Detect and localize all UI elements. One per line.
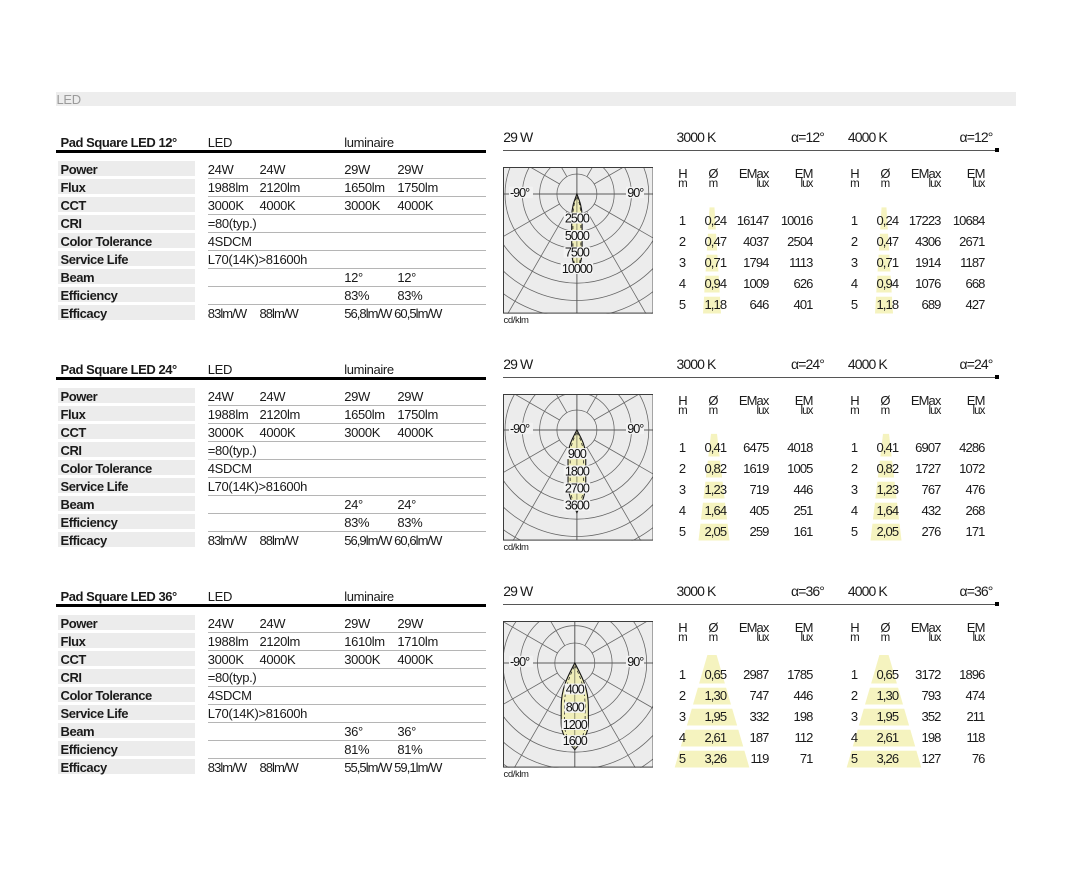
svg-text:1800: 1800 [564,465,589,479]
svg-text:90°: 90° [627,422,644,436]
svg-text:1200: 1200 [562,718,587,732]
svg-text:2700: 2700 [564,482,589,496]
svg-text:400: 400 [565,683,584,697]
svg-text:1600: 1600 [562,734,587,748]
svg-text:5000: 5000 [564,229,589,243]
svg-text:10000: 10000 [561,262,592,276]
svg-text:90°: 90° [627,655,644,669]
svg-text:800: 800 [565,701,584,715]
svg-text:-90°: -90° [510,186,530,200]
svg-text:-90°: -90° [510,655,530,669]
svg-text:3600: 3600 [564,499,589,513]
svg-text:-90°: -90° [510,422,530,436]
svg-text:900: 900 [567,447,586,461]
svg-text:7500: 7500 [564,246,589,260]
svg-text:2500: 2500 [564,212,589,226]
svg-text:90°: 90° [627,186,644,200]
